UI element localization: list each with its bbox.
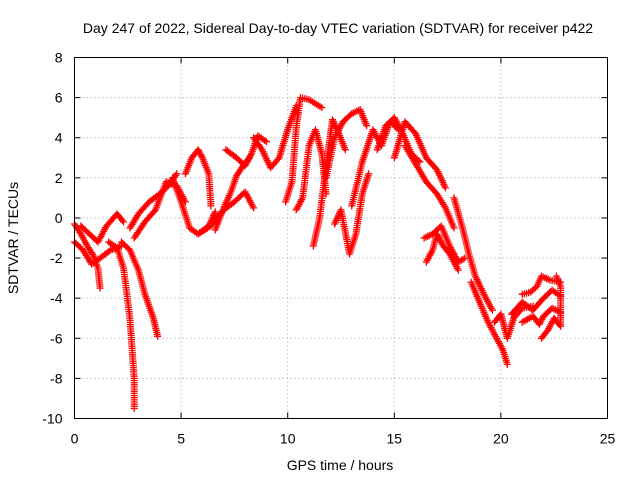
series-markers — [450, 194, 496, 314]
y-axis-label: SDTVAR / TECUs — [5, 182, 21, 294]
series-track-19 — [348, 118, 403, 210]
series-track-23 — [420, 222, 469, 266]
series-markers — [331, 170, 373, 258]
series-track-14 — [282, 94, 326, 206]
series-markers — [508, 286, 565, 318]
y-tick-label: 4 — [55, 130, 63, 146]
series-track-26 — [467, 278, 511, 368]
x-tick-label: 5 — [177, 431, 185, 447]
y-tick-label: 2 — [55, 170, 63, 186]
series-markers — [401, 142, 458, 232]
plot-frame — [74, 57, 608, 419]
series-markers — [77, 210, 127, 246]
series-track-30 — [537, 272, 565, 342]
series-markers — [467, 278, 511, 368]
series-track-4 — [117, 238, 162, 340]
grid — [74, 57, 608, 419]
series-track-28 — [508, 286, 565, 318]
series-track-31 — [518, 272, 565, 298]
y-tick-label: 6 — [55, 90, 63, 106]
y-tick-label: -6 — [50, 330, 63, 346]
y-tick-label: 8 — [55, 50, 63, 66]
series-markers — [181, 146, 215, 210]
y-tick-label: -10 — [42, 411, 62, 427]
series-track-9 — [181, 146, 215, 210]
series-markers — [117, 238, 162, 340]
x-tick-label: 10 — [280, 431, 296, 447]
x-tick-label: 20 — [493, 431, 509, 447]
series-track-25 — [450, 194, 496, 314]
series-markers — [348, 118, 403, 210]
series-track-18 — [331, 170, 373, 258]
axis-ticks — [74, 57, 608, 419]
x-tick-label: 15 — [387, 431, 403, 447]
series-markers — [390, 118, 449, 192]
y-tick-label: -2 — [50, 250, 63, 266]
series-track-24 — [422, 230, 462, 274]
series-track-21 — [390, 118, 449, 192]
series-track-22 — [401, 142, 458, 232]
series-markers — [491, 302, 537, 342]
series-track-27 — [491, 302, 537, 342]
x-tick-label: 25 — [600, 431, 616, 447]
y-tick-labels: -10 -8 -6 -4 -2 0 2 4 6 8 — [42, 50, 62, 427]
x-tick-label: 0 — [71, 431, 79, 447]
y-tick-label: 0 — [55, 210, 63, 226]
series-track-13 — [250, 102, 300, 172]
series-markers — [518, 304, 565, 328]
y-tick-label: -4 — [50, 290, 63, 306]
series-markers — [282, 94, 326, 206]
data-points — [71, 94, 565, 412]
series-track-5 — [77, 210, 127, 246]
series-track-3 — [105, 238, 138, 412]
y-tick-label: -8 — [50, 370, 63, 386]
series-markers — [250, 102, 300, 172]
series-markers — [105, 238, 138, 412]
series-markers — [518, 272, 565, 298]
series-markers — [322, 106, 371, 182]
chart-title: Day 247 of 2022, Sidereal Day-to-day VTE… — [83, 20, 593, 36]
series-markers — [420, 222, 469, 266]
x-tick-labels: 0 5 10 15 20 25 — [71, 431, 616, 447]
series-track-29 — [518, 304, 565, 328]
series-markers — [422, 230, 462, 274]
x-axis-label: GPS time / hours — [287, 457, 394, 473]
series-track-17 — [322, 106, 371, 182]
series-markers — [537, 272, 565, 342]
